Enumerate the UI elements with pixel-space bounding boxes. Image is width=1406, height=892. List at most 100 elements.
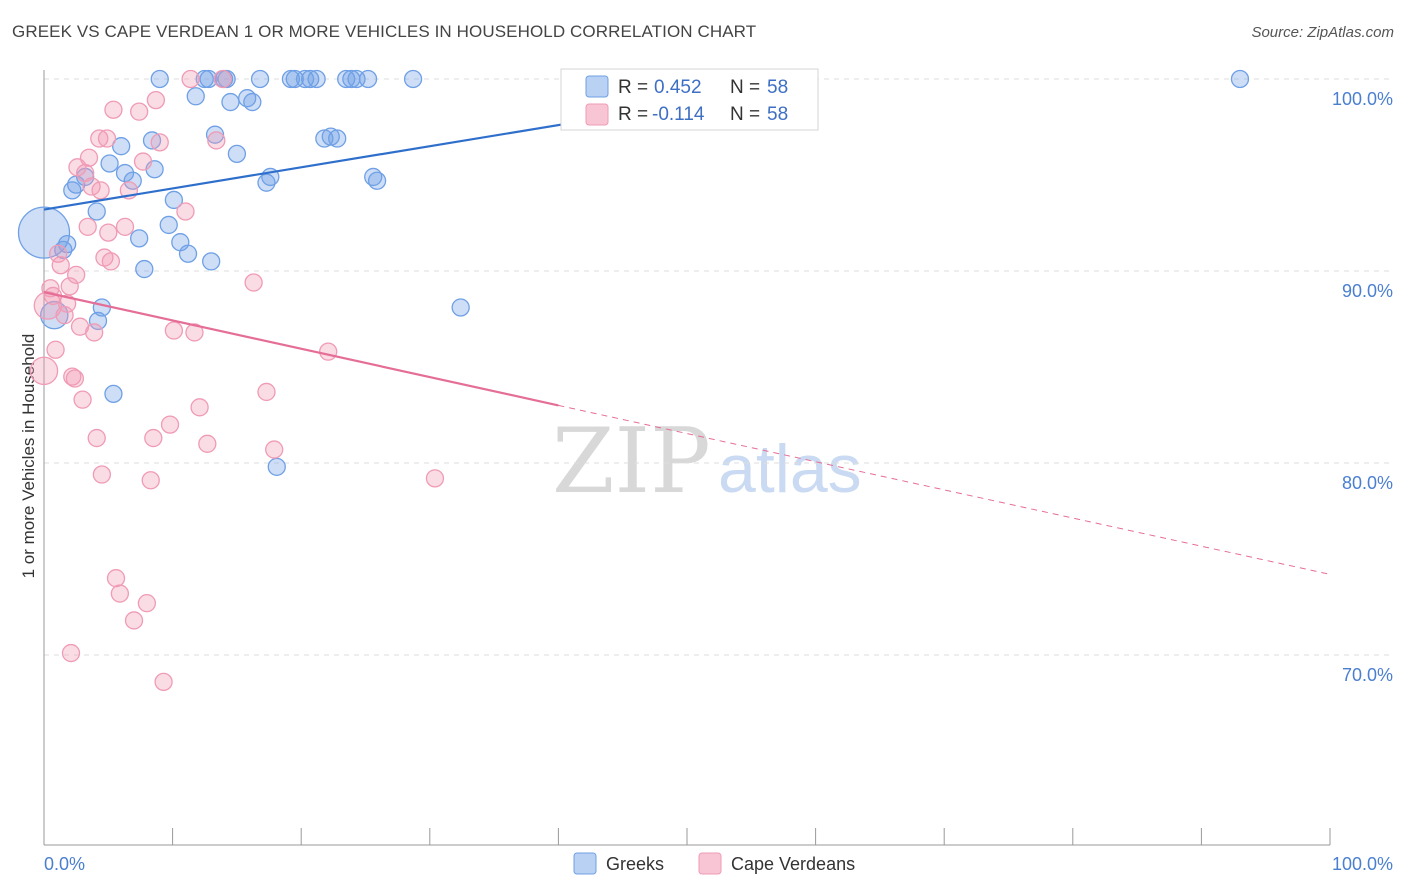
- point-cape-32: [110, 584, 130, 603]
- point-cape-53: [244, 273, 263, 292]
- point-cape-45: [164, 321, 184, 340]
- point-greeks-16: [135, 259, 154, 279]
- y-tick-label-90: 90.0%: [1342, 281, 1393, 301]
- point-cape-12: [65, 369, 85, 388]
- point-cape-35: [124, 611, 144, 630]
- point-cape-11: [63, 367, 82, 386]
- point-cape-42: [150, 133, 169, 152]
- point-cape-36: [130, 102, 149, 121]
- point-greeks-35: [250, 69, 270, 89]
- point-greeks-23: [178, 244, 198, 263]
- point-cape-44: [160, 415, 180, 434]
- x-axis-ticks: [43, 828, 1331, 845]
- y-tick-label-80: 80.0%: [1342, 473, 1393, 493]
- gridlines: [44, 78, 1393, 656]
- point-cape-31: [106, 569, 126, 588]
- point-cape-21: [85, 323, 104, 342]
- point-greeks-21: [164, 190, 184, 210]
- point-cape-5: [48, 244, 68, 263]
- point-cape-47: [181, 69, 200, 89]
- point-greeks-40: [285, 69, 304, 89]
- point-cape-46: [176, 202, 195, 221]
- series-cape-verdeans: [29, 69, 445, 692]
- correlation-legend: R = 0.452 N = 58 R = -0.114 N = 58: [560, 68, 819, 131]
- point-cape-13: [67, 265, 86, 284]
- legend-greeks-r-value: 0.452: [654, 77, 702, 98]
- point-greeks-45: [321, 127, 340, 146]
- point-greeks-34: [243, 92, 262, 112]
- point-cape-18: [78, 217, 97, 236]
- point-greeks-27: [202, 252, 221, 271]
- point-cape-38: [137, 594, 157, 613]
- point-cape-40: [144, 428, 163, 448]
- bottom-legend-label-greeks: Greeks: [606, 854, 664, 874]
- point-greeks-52: [367, 171, 387, 190]
- point-cape-41: [146, 90, 166, 110]
- point-cape-10: [61, 643, 81, 663]
- point-cape-20: [82, 177, 101, 196]
- point-cape-33: [115, 217, 135, 236]
- point-greeks-11: [104, 384, 123, 404]
- point-greeks-25: [195, 69, 214, 89]
- point-cape-43: [154, 672, 173, 692]
- legend-cape-r-label: R =: [618, 104, 648, 125]
- point-greeks-44: [315, 129, 334, 148]
- bottom-legend-swatch-cape: [698, 852, 722, 875]
- y-tick-labels: 70.0% 80.0% 90.0% 100.0%: [1332, 89, 1393, 685]
- point-greeks-39: [281, 69, 301, 89]
- point-cape-39: [141, 471, 160, 490]
- point-cape-28: [99, 223, 118, 242]
- point-greeks-14: [123, 171, 142, 190]
- trend-line-cape: [43, 291, 559, 407]
- point-greeks-24: [186, 87, 205, 106]
- point-cape-19: [79, 148, 99, 167]
- legend-greeks-r-label: R =: [618, 77, 648, 98]
- point-greeks-26: [199, 69, 218, 89]
- point-greeks-28: [205, 125, 225, 144]
- legend-greeks-n-label: N =: [730, 77, 760, 98]
- point-cape-51: [207, 131, 226, 150]
- point-greeks-9: [92, 298, 112, 317]
- point-cape-0: [29, 356, 59, 386]
- point-cape-55: [265, 440, 284, 459]
- point-cape-16: [73, 390, 92, 409]
- legend-cape-r-value: -0.114: [652, 104, 705, 125]
- point-cape-30: [104, 100, 123, 119]
- point-cape-49: [190, 398, 209, 417]
- point-greeks-19: [150, 69, 169, 89]
- point-cape-9: [60, 277, 79, 296]
- watermark-zip: ZIP: [552, 409, 711, 514]
- legend-swatch-cape: [585, 103, 609, 126]
- point-cape-24: [91, 181, 110, 200]
- bottom-legend-swatch-greeks: [573, 852, 597, 875]
- point-greeks-50: [358, 69, 378, 89]
- point-greeks-46: [328, 129, 347, 148]
- x-tick-label-min: 0.0%: [44, 854, 85, 874]
- legend-greeks-n-value: 58: [767, 77, 788, 98]
- point-greeks-13: [115, 163, 135, 183]
- legend-cape-n-label: N =: [730, 104, 760, 125]
- point-cape-7: [55, 306, 74, 325]
- point-greeks-43: [307, 69, 326, 89]
- chart-source: Source: ZipAtlas.com: [1251, 24, 1394, 41]
- point-cape-52: [213, 69, 232, 89]
- point-greeks-31: [221, 92, 240, 112]
- y-tick-label-70: 70.0%: [1342, 665, 1393, 685]
- point-greeks-20: [159, 215, 178, 235]
- point-cape-22: [87, 428, 106, 448]
- point-greeks-53: [403, 69, 423, 89]
- point-greeks-42: [301, 69, 320, 89]
- point-greeks-8: [88, 311, 108, 331]
- point-cape-37: [133, 152, 153, 171]
- point-cape-54: [257, 382, 276, 402]
- legend-swatch-greeks: [585, 75, 609, 98]
- x-tick-label-max: 100.0%: [1332, 854, 1393, 874]
- point-cape-48: [185, 323, 204, 342]
- point-cape-29: [101, 252, 121, 271]
- point-greeks-15: [130, 229, 149, 248]
- point-cape-50: [198, 434, 217, 453]
- point-cape-56: [319, 342, 338, 361]
- point-greeks-30: [217, 69, 236, 89]
- point-cape-4: [46, 340, 65, 359]
- point-greeks-38: [267, 457, 286, 476]
